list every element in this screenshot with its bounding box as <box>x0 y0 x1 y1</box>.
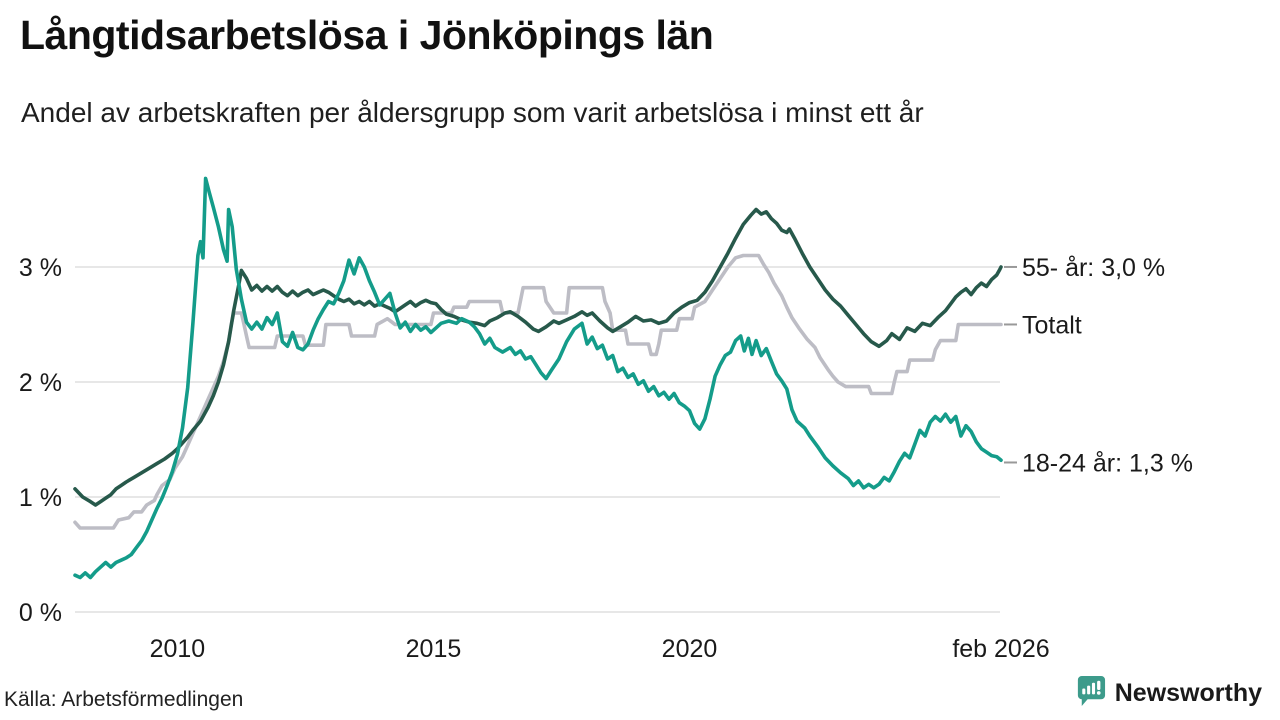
y-tick-label-3: 3 % <box>19 254 62 282</box>
line-totalt <box>73 253 1003 530</box>
source-note: Källa: Arbetsförmedlingen <box>4 688 244 711</box>
x-tick-label-1: 2015 <box>406 635 462 663</box>
y-tick-label-0: 0 % <box>19 599 62 627</box>
series-lines <box>73 176 1003 580</box>
newsworthy-brand: Newsworthy <box>1074 674 1262 712</box>
annotation-label-2: 18-24 år: 1,3 % <box>1022 449 1193 477</box>
series-end-labels: 55- år: 3,0 % Totalt 18-24 år: 1,3 % <box>1004 254 1193 477</box>
line-55-ar <box>73 207 1003 507</box>
y-tick-label-2: 2 % <box>19 369 62 397</box>
x-axis-tick-labels: 2010 2015 2020 feb 2026 <box>150 635 1050 663</box>
y-axis-tick-labels: 0 % 1 % 2 % 3 % <box>19 254 62 627</box>
annotation-label-0: 55- år: 3,0 % <box>1022 254 1165 282</box>
newsworthy-logo-icon <box>1074 674 1107 712</box>
x-tick-label-2: 2020 <box>662 635 718 663</box>
brand-name: Newsworthy <box>1114 678 1262 707</box>
gridlines <box>75 265 1000 613</box>
line-18-24-ar <box>73 176 1003 580</box>
chart-footer: Källa: Arbetsförmedlingen Newsworthy <box>0 674 1280 720</box>
page-subtitle: Andel av arbetskraften per åldersgrupp s… <box>21 97 924 128</box>
page-title: Långtidsarbetslösa i Jönköpings län <box>20 12 714 58</box>
y-tick-label-1: 1 % <box>19 484 62 512</box>
x-tick-label-3: feb 2026 <box>952 635 1049 663</box>
x-tick-label-0: 2010 <box>150 635 206 663</box>
annotation-label-1: Totalt <box>1022 311 1082 339</box>
